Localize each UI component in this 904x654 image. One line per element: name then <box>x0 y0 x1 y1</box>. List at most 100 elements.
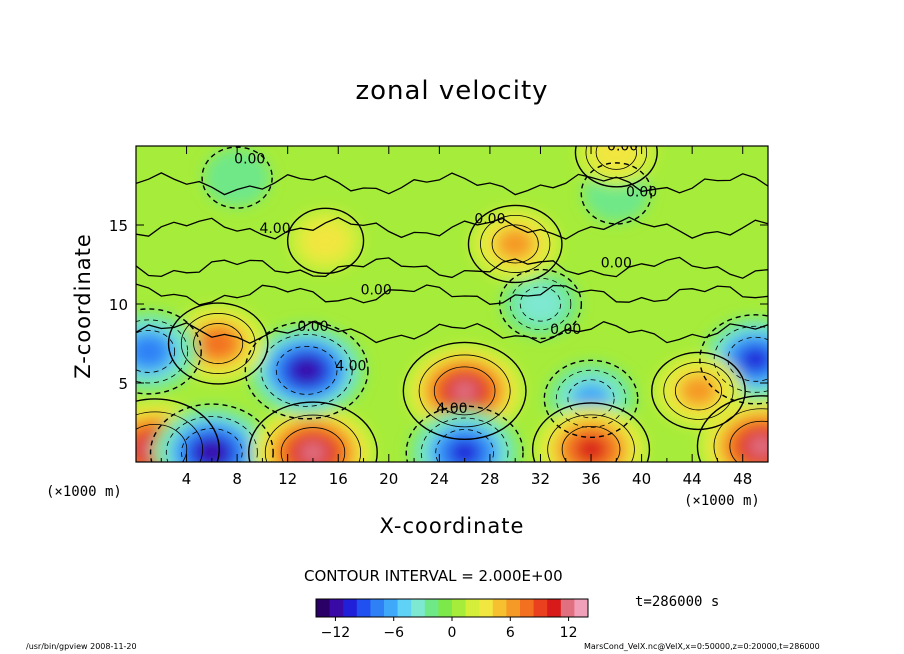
contour-value-label: 0.00 <box>601 256 632 272</box>
contour-line <box>651 351 746 431</box>
contour-line <box>260 333 353 407</box>
colorbar: −12 −6 0 6 12 <box>315 598 589 641</box>
colorbar-tick-label: 6 <box>506 625 515 641</box>
contour-line <box>699 314 768 405</box>
footer-right-text: MarsCond_VelX.nc@VelX,x=0:50000,z=0:2000… <box>584 642 820 651</box>
contour-line <box>136 411 204 462</box>
contour-value-label: 0.00 <box>550 322 581 338</box>
contour-line <box>467 204 563 284</box>
velocity-cell <box>451 380 479 402</box>
contour-line <box>433 366 496 416</box>
contour-line <box>248 401 378 462</box>
velocity-cell <box>679 375 718 407</box>
contour-line <box>498 268 583 340</box>
x-tick-label: 20 <box>379 470 398 488</box>
contour-line <box>713 408 768 462</box>
contour-line <box>543 359 639 438</box>
contour-line <box>280 427 346 462</box>
colorbar-swatch <box>520 599 535 617</box>
colorbar-swatch <box>492 599 507 617</box>
contour-line <box>167 302 269 385</box>
contour-line <box>181 428 243 462</box>
x-tick-label: 28 <box>480 470 499 488</box>
contour-line <box>149 403 274 462</box>
velocity-cell <box>740 347 768 371</box>
contour-line <box>420 417 509 462</box>
contour-line <box>136 398 220 462</box>
chart-title: zonal velocity <box>355 76 549 106</box>
contour-line <box>713 325 768 393</box>
colorbar-swatch <box>560 599 575 617</box>
contour-line <box>275 345 338 395</box>
contour-line <box>696 395 768 462</box>
contour-line <box>435 429 494 462</box>
contour-line <box>136 329 176 373</box>
colorbar-swatch <box>479 599 494 617</box>
colorbar-swatch <box>397 599 412 617</box>
colorbar-swatch <box>370 599 385 617</box>
colorbar-swatch <box>465 599 480 617</box>
colorbar-swatch <box>533 599 548 617</box>
colorbar-swatch <box>329 599 344 617</box>
contour-line <box>595 146 637 170</box>
contour-interval-label: CONTOUR INTERVAL = 2.000E+00 <box>304 567 563 585</box>
x-unit-label-left: (×1000 m) <box>46 484 122 500</box>
contour-value-label: 0.00 <box>361 283 392 299</box>
x-axis-ticks: 4 8 12 16 20 24 28 32 36 40 44 48 <box>160 146 752 488</box>
contour-line <box>585 146 648 179</box>
velocity-cell <box>136 337 166 365</box>
colorbar-tick-label: −12 <box>321 625 351 641</box>
velocity-cell <box>517 284 564 324</box>
contour-line <box>729 420 768 462</box>
colorbar-tick-label: 12 <box>560 625 578 641</box>
x-tick-label: 36 <box>581 470 600 488</box>
colorbar-swatch <box>438 599 453 617</box>
contour-line <box>418 354 511 428</box>
velocity-cell <box>496 228 535 260</box>
footer-left-text: /usr/bin/gpview 2008-11-20 <box>26 642 137 651</box>
y-tick-label: 10 <box>109 296 128 314</box>
x-tick-label: 16 <box>329 470 348 488</box>
colorbar-swatch <box>411 599 426 617</box>
contour-line <box>244 321 369 420</box>
contour-line <box>136 308 202 395</box>
contour-line <box>580 162 653 225</box>
contour-line <box>286 207 365 275</box>
colorbar-swatch <box>316 599 331 617</box>
x-tick-label: 24 <box>430 470 449 488</box>
contour-line <box>547 414 635 462</box>
contour-line <box>180 313 256 374</box>
contour-line <box>193 323 244 364</box>
colorbar-swatch <box>547 599 562 617</box>
x-tick-label: 48 <box>733 470 752 488</box>
contour-line <box>555 369 627 428</box>
contour-line <box>136 423 188 462</box>
colorbar-swatch <box>452 599 467 617</box>
contour-line <box>663 361 734 420</box>
x-tick-label: 12 <box>278 470 297 488</box>
zero-contour-line <box>136 320 768 344</box>
contour-line <box>727 336 768 382</box>
contour-value-label: 0.00 <box>234 151 265 167</box>
contour-line <box>519 286 562 322</box>
colorbar-swatch <box>384 599 399 617</box>
zero-contour-line <box>136 256 768 279</box>
velocity-cell <box>575 437 607 462</box>
contour-value-label: 0.00 <box>607 139 638 155</box>
contour-value-label: 4.00 <box>436 401 467 417</box>
colorbar-swatch <box>424 599 439 617</box>
x-axis-label: X-coordinate <box>379 514 525 538</box>
x-tick-label: 4 <box>182 470 192 488</box>
contour-line <box>509 277 572 331</box>
x-unit-label-right: (×1000 m) <box>684 493 760 509</box>
colorbar-swatch <box>574 599 589 617</box>
contour-line <box>136 319 189 384</box>
colorbar-swatch <box>506 599 521 617</box>
contour-value-label: 4.00 <box>259 221 290 237</box>
colorbar-swatch <box>356 599 371 617</box>
contour-value-label: 0.00 <box>626 185 657 201</box>
velocity-cell <box>592 146 640 173</box>
contour-line <box>561 425 621 462</box>
contour-line <box>264 414 362 462</box>
y-tick-label: 5 <box>118 375 128 393</box>
